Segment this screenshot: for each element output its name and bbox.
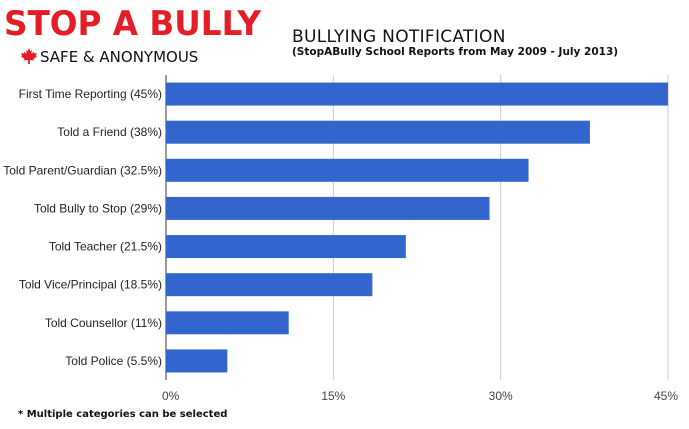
x-tick-label: 15% — [321, 389, 345, 403]
bar — [166, 311, 289, 335]
category-label: Told Counsellor (11%) — [45, 316, 162, 330]
x-tick-label: 30% — [489, 389, 513, 403]
bar — [166, 273, 373, 297]
category-label: Told Teacher (21.5%) — [49, 240, 162, 254]
x-tick-label: 45% — [654, 389, 678, 403]
category-label: Told Bully to Stop (29%) — [34, 201, 162, 215]
chart-title: BULLYING NOTIFICATION — [292, 27, 506, 47]
bar — [166, 196, 490, 220]
logo-main-text: STOP A BULLY — [4, 4, 261, 44]
maple-leaf-icon — [20, 47, 38, 65]
stop-a-bully-logo: STOP A BULLY SAFE & ANONYMOUS — [4, 4, 261, 70]
bar — [166, 349, 228, 373]
bar — [166, 158, 529, 182]
chart-subtitle: (StopABully School Reports from May 2009… — [292, 46, 619, 58]
bar — [166, 120, 590, 144]
bar — [166, 235, 406, 259]
category-label: Told Parent/Guardian (32.5%) — [3, 163, 162, 177]
category-label: Told Vice/Principal (18.5%) — [19, 278, 162, 292]
bar — [166, 82, 668, 106]
x-tick-label: 0% — [162, 389, 180, 403]
footnote: * Multiple categories can be selected — [18, 409, 228, 420]
category-label: First Time Reporting (45%) — [19, 87, 162, 101]
category-label: Told a Friend (38%) — [57, 125, 162, 139]
logo-sub-text: SAFE & ANONYMOUS — [40, 48, 199, 66]
category-label: Told Police (5.5%) — [65, 354, 162, 368]
